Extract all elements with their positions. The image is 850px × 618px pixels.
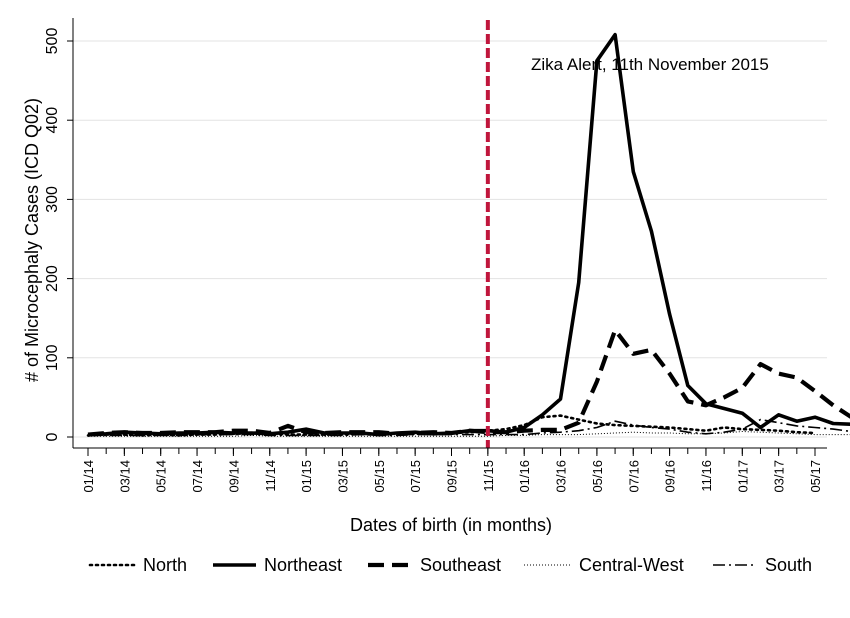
- series-line-southeast: [87, 328, 850, 437]
- legend-label: Southeast: [420, 555, 501, 575]
- grid-lines: [73, 40, 827, 438]
- annotation-label: Zika Alert, 11th November 2015: [531, 55, 769, 74]
- y-tick-label: 400: [44, 107, 61, 134]
- x-tick-label: 11/15: [481, 460, 496, 492]
- x-tick-label: 01/14: [81, 460, 96, 493]
- x-tick-label: 07/16: [626, 460, 641, 493]
- x-tick-label: 09/14: [226, 460, 241, 493]
- legend-label: Northeast: [264, 555, 342, 575]
- x-tick-label: 11/16: [699, 460, 714, 492]
- y-tick-label: 200: [44, 265, 61, 292]
- legend: North Northeast Southeast Central-West South: [88, 555, 812, 575]
- axes: 0 100 200 300 400 500 01/14 03/14 05/14 07/14 09/1…: [44, 18, 827, 493]
- x-tick-label: 05/17: [808, 460, 823, 493]
- x-tick-label: 07/15: [408, 460, 423, 493]
- x-tick-label: 11/14: [263, 460, 278, 492]
- y-tick-label: 0: [44, 432, 61, 441]
- x-tick-label: 01/15: [299, 460, 314, 493]
- series-layer: [86, 32, 850, 437]
- x-tick-label: 03/14: [117, 460, 132, 493]
- y-axis-label: # of Microcephaly Cases (ICD Q02): [22, 98, 42, 382]
- y-tick-label: 300: [44, 186, 61, 213]
- x-axis-label: Dates of birth (in months): [350, 515, 552, 535]
- x-tick-label: 07/14: [190, 460, 205, 493]
- y-tick-label: 500: [44, 28, 61, 55]
- x-tick-label: 03/17: [772, 460, 787, 493]
- x-tick-label: 01/17: [735, 460, 750, 493]
- x-tick-label: 03/16: [554, 460, 569, 493]
- legend-label: Central-West: [579, 555, 684, 575]
- series-line-south: [88, 418, 850, 437]
- y-tick-label: 100: [44, 344, 61, 371]
- x-tick-label: 01/16: [517, 460, 532, 493]
- x-tick-label: 05/16: [590, 460, 605, 493]
- x-tick-label: 03/15: [335, 460, 350, 493]
- x-tick-label: 05/14: [154, 460, 169, 493]
- x-tick-label: 09/16: [663, 460, 678, 493]
- series-line-central-west: [88, 431, 850, 437]
- x-tick-label: 09/15: [445, 460, 460, 493]
- x-tick-label: 05/15: [372, 460, 387, 493]
- legend-label: South: [765, 555, 812, 575]
- legend-label: North: [143, 555, 187, 575]
